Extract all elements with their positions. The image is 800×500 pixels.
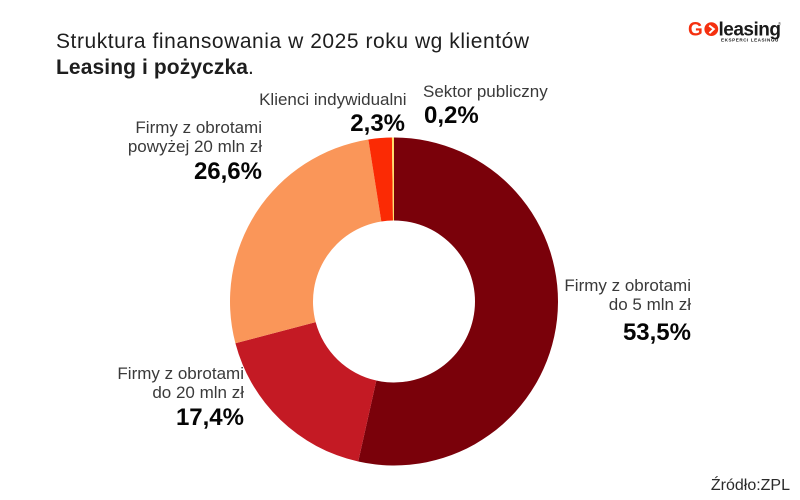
svg-text:leasing: leasing bbox=[719, 20, 781, 41]
svg-text:EKSPERCI LEASINGU: EKSPERCI LEASINGU bbox=[721, 38, 779, 43]
svg-text:®: ® bbox=[778, 22, 782, 27]
svg-text:G: G bbox=[688, 20, 703, 41]
